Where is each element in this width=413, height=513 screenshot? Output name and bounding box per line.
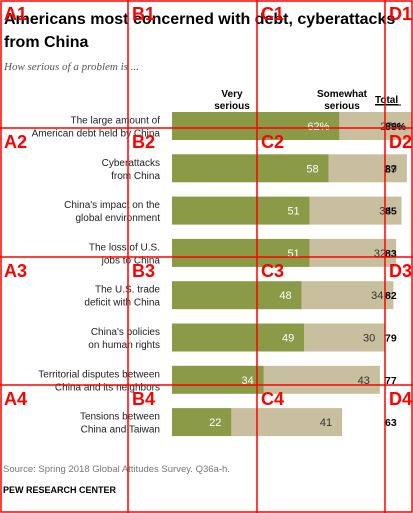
bar-somewhat-serious <box>304 323 386 352</box>
category-label: China and its neighbors <box>55 382 160 393</box>
chart-rows: The large amount of American debt held by… <box>32 112 413 437</box>
chart-title-line-1: Americans most concerned with debt, cybe… <box>4 11 395 28</box>
total-value: 82 <box>385 290 397 302</box>
bar-very-serious <box>172 408 232 437</box>
grid-cell-label: A1 <box>4 4 27 24</box>
total-value: 87 <box>385 163 397 175</box>
value-label-very-serious: 62% <box>307 121 329 133</box>
category-label: Cyberattacks <box>102 158 160 169</box>
value-label-somewhat-serious: 27% <box>380 121 402 133</box>
value-label-somewhat-serious: 41 <box>320 417 332 429</box>
total-value: 63 <box>385 417 397 429</box>
grid-cell-label: C1 <box>261 4 284 24</box>
bar-somewhat-serious <box>339 112 413 140</box>
bar-somewhat-serious <box>328 154 407 183</box>
header-somewhat-serious: serious <box>324 101 360 112</box>
category-label: The large amount of <box>71 116 161 127</box>
header-very-serious: serious <box>214 101 250 112</box>
category-label: global environment <box>76 213 161 224</box>
chart-footer: Source: Spring 2018 Global Attitudes Sur… <box>3 464 230 495</box>
total-value: 89% <box>385 121 407 133</box>
grid-cell-label: A2 <box>4 132 27 152</box>
value-label-somewhat-serious: 34 <box>371 290 383 302</box>
value-label-very-serious: 48 <box>279 290 291 302</box>
value-label-very-serious: 51 <box>287 206 299 218</box>
bar-very-serious <box>172 281 302 310</box>
grid-cell-label: C4 <box>261 389 284 409</box>
chart-row: China's policies on human rights 49 30 79 <box>88 323 397 352</box>
grid-cell-label: B2 <box>132 132 155 152</box>
grid-cell-label: B3 <box>132 261 155 281</box>
value-label-very-serious: 34 <box>242 375 254 387</box>
source-note: Source: Spring 2018 Global Attitudes Sur… <box>3 464 230 475</box>
value-label-very-serious: 58 <box>306 163 318 175</box>
chart-subtitle: How serious of a problem is ... <box>3 61 139 73</box>
total-value: 83 <box>385 248 397 260</box>
bar-somewhat-serious <box>309 238 397 267</box>
grid-cell-label: D3 <box>389 261 412 281</box>
category-label: China and Taiwan <box>81 425 160 436</box>
value-label-somewhat-serious: 43 <box>358 375 370 387</box>
grid-cell-label: D4 <box>389 389 412 409</box>
category-label: jobs to China <box>101 255 161 266</box>
category-label: American debt held by China <box>32 129 161 140</box>
total-value: 85 <box>385 206 397 218</box>
grid-cell-label: D1 <box>389 4 412 24</box>
value-label-somewhat-serious: 29 <box>385 163 397 175</box>
total-value: 77 <box>385 375 397 387</box>
bar-somewhat-serious <box>231 408 343 437</box>
grid-cell-label: B1 <box>132 4 155 24</box>
total-value: 79 <box>385 333 397 345</box>
header-very-serious: Very <box>221 89 243 100</box>
chart-row: Tensions between China and Taiwan 22 41 63 <box>80 408 397 437</box>
grid-cell-label: B4 <box>132 389 155 409</box>
category-label: China's policies <box>91 327 160 338</box>
category-label: China's impact on the <box>64 200 160 211</box>
bar-somewhat-serious <box>301 281 394 310</box>
grid-cell-label: D2 <box>389 132 412 152</box>
bar-somewhat-serious <box>309 196 402 225</box>
value-label-very-serious: 22 <box>209 417 221 429</box>
bar-somewhat-serious <box>263 365 380 394</box>
category-label: on human rights <box>88 340 160 351</box>
grid-cell-label: C3 <box>261 261 284 281</box>
header-total: Total <box>375 95 398 106</box>
bar-very-serious <box>172 365 264 394</box>
chart-row: The large amount of American debt held by… <box>32 112 413 140</box>
bar-very-serious <box>172 154 329 183</box>
value-label-very-serious: 51 <box>287 248 299 260</box>
chart-title-line-2: from China <box>4 34 89 51</box>
category-label: from China <box>111 171 160 182</box>
category-label: Territorial disputes between <box>38 369 160 380</box>
bar-very-serious <box>172 112 340 140</box>
bar-very-serious <box>172 323 305 352</box>
grid-cell-label: A3 <box>4 261 27 281</box>
value-label-somewhat-serious: 30 <box>363 333 375 345</box>
grid-cell-label: C2 <box>261 132 284 152</box>
category-label: deficit with China <box>84 298 160 309</box>
chart-row: Territorial disputes between China and it… <box>38 365 397 394</box>
bar-very-serious <box>172 238 310 267</box>
chart-row: China's impact on the global environment 5… <box>64 196 402 225</box>
category-label: Tensions between <box>80 412 160 423</box>
chart-header: Americans most concerned with debt, cybe… <box>3 11 395 73</box>
bar-very-serious <box>172 196 310 225</box>
category-label: The loss of U.S. <box>89 242 160 253</box>
brand-label: PEW RESEARCH CENTER <box>3 485 117 495</box>
grid-cell-label: A4 <box>4 389 27 409</box>
value-label-very-serious: 49 <box>282 333 294 345</box>
header-somewhat-serious: Somewhat <box>317 89 368 100</box>
